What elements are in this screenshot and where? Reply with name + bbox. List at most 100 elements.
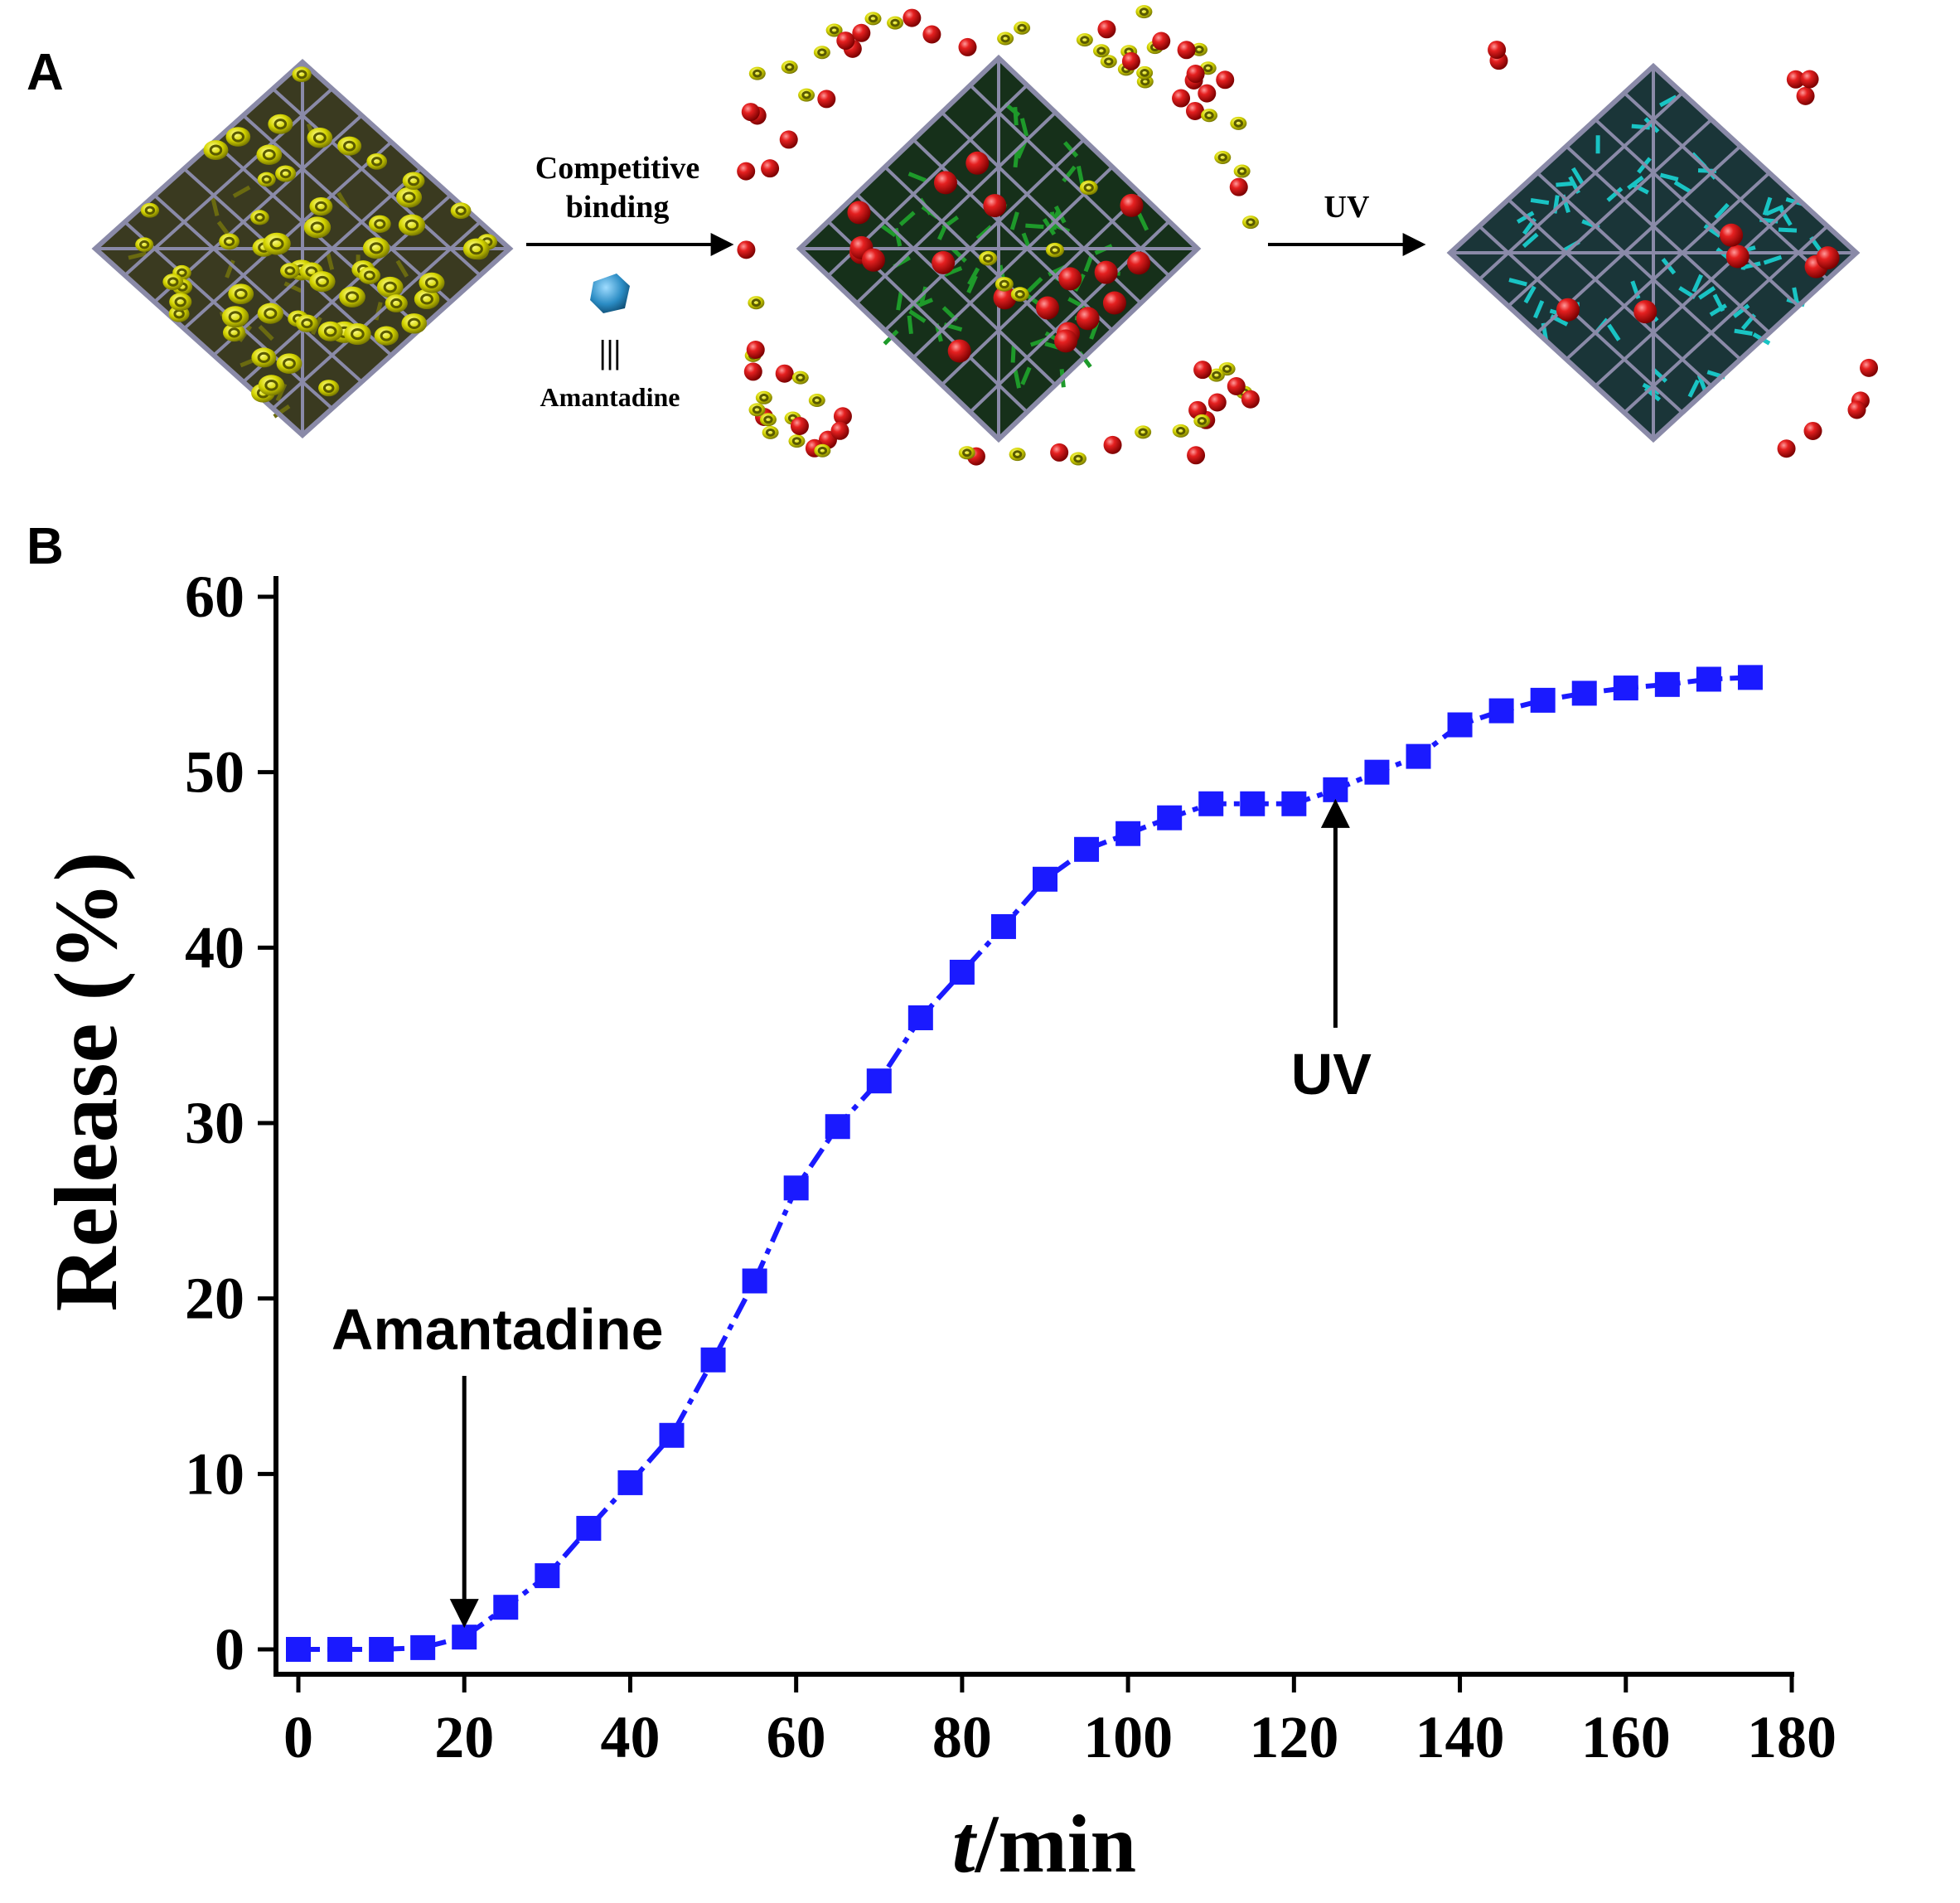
cyclodextrin-cap [1172, 424, 1189, 438]
drug-molecule [761, 159, 780, 178]
cyclodextrin-cap [339, 286, 365, 307]
data-point [1696, 666, 1721, 692]
drug-molecule [1193, 361, 1212, 380]
drug-molecule [1860, 358, 1879, 377]
data-point [659, 1422, 685, 1448]
step1-label-line1: Competitive [535, 151, 699, 186]
drug-molecule [1058, 267, 1082, 291]
cyclodextrin-cap [257, 303, 283, 324]
cyclodextrin-cap [280, 263, 300, 279]
cyclodextrin-cap [376, 276, 404, 298]
cyclodextrin-cap [256, 144, 283, 165]
x-tick-label: 40 [600, 1704, 660, 1770]
drug-molecule [1120, 193, 1144, 217]
drug-molecule [836, 31, 855, 51]
drug-molecule [830, 421, 849, 440]
data-point [1198, 791, 1224, 816]
drug-molecule [1847, 400, 1866, 419]
data-point [1033, 866, 1057, 892]
drug-molecule [993, 286, 1017, 310]
cyclodextrin-cap [385, 294, 408, 312]
cyclodextrin-cap [337, 136, 362, 156]
legend-equiv-symbol: ||| [599, 333, 621, 370]
cyclodextrin-cap [762, 425, 779, 439]
cyclodextrin-cap [358, 267, 381, 284]
data-point [286, 1637, 311, 1662]
octahedron-capped-mof [91, 58, 514, 439]
data-point [410, 1634, 436, 1660]
data-point [866, 1068, 892, 1094]
cyclodextrin-cap [222, 323, 246, 342]
cyclodextrin-cap [748, 403, 766, 417]
cyclodextrin-cap [203, 140, 229, 161]
drug-molecule [1786, 70, 1805, 89]
cyclodextrin-cap [788, 434, 806, 448]
data-point [1074, 836, 1100, 862]
cyclodextrin-cap [318, 380, 340, 397]
drug-molecule [1198, 84, 1217, 103]
data-point [949, 959, 975, 985]
data-point [1240, 791, 1266, 816]
cyclodextrin-cap [1242, 215, 1260, 230]
cyclodextrin-cap [813, 46, 830, 60]
cyclodextrin-cap [374, 326, 399, 346]
cyclodextrin-cap [995, 277, 1014, 292]
drug-molecule [1103, 435, 1122, 454]
amantadine-icon [590, 274, 630, 313]
drug-molecule [790, 417, 809, 436]
series-markers [286, 665, 1763, 1662]
cyclodextrin-cap [344, 322, 371, 346]
panel-a: A Competitive binding ||| Amantadine UV [27, 5, 1879, 466]
cyclodextrin-cap [791, 370, 809, 385]
y-tick-label: 30 [185, 1090, 244, 1156]
legend-amantadine-label: Amantadine [540, 382, 680, 412]
drug-molecule [1488, 41, 1507, 60]
drug-molecule [1152, 31, 1171, 51]
drug-molecule [1229, 177, 1248, 196]
drug-molecule [1241, 390, 1260, 409]
drug-molecule [1803, 421, 1822, 440]
data-point [1364, 759, 1390, 785]
data-point [1613, 675, 1638, 701]
drug-molecule [1185, 101, 1204, 120]
cyclodextrin-cap [419, 272, 445, 293]
panel-b-label: B [27, 518, 64, 575]
octahedron-uncapped-mof [1446, 41, 1879, 458]
drug-molecule [779, 130, 798, 149]
drug-molecule [1177, 41, 1196, 60]
y-axis-ticks: 0 10 20 30 40 50 60 [185, 564, 276, 1683]
drug-molecule [947, 339, 971, 363]
drug-molecule [1172, 89, 1191, 108]
drug-molecule [1796, 86, 1815, 105]
drug-molecule [1097, 20, 1116, 39]
drug-molecule [1777, 439, 1796, 458]
cyclodextrin-cap [958, 446, 975, 460]
drug-molecule [1207, 393, 1227, 412]
drug-molecule [737, 162, 756, 181]
x-tick-label: 20 [434, 1704, 494, 1770]
data-point [742, 1268, 767, 1294]
drug-molecule [833, 407, 852, 426]
cyclodextrin-cap [450, 202, 472, 220]
y-tick-label: 50 [185, 739, 244, 806]
drug-molecule [1187, 446, 1206, 465]
cyclodextrin-cap [887, 16, 904, 30]
data-point [1157, 805, 1183, 830]
y-tick-label: 10 [185, 1441, 244, 1507]
cyclodextrin-cap [276, 353, 302, 374]
x-axis-label-variable: t [952, 1798, 978, 1890]
cyclodextrin-cap [263, 232, 291, 255]
drug-molecule [903, 8, 922, 27]
drug-molecule [983, 194, 1007, 218]
cyclodextrin-cap [140, 202, 160, 218]
drug-molecule [1720, 223, 1744, 247]
annotation-uv: UV [1291, 1042, 1372, 1106]
cyclodextrin-cap [275, 165, 297, 182]
cyclodextrin-cap [368, 215, 391, 234]
cyclodextrin-cap [396, 186, 423, 208]
cyclodextrin-cap [1092, 44, 1110, 58]
cyclodextrin-cap [317, 321, 343, 341]
cyclodextrin-cap [401, 313, 427, 334]
data-point [1654, 671, 1680, 697]
